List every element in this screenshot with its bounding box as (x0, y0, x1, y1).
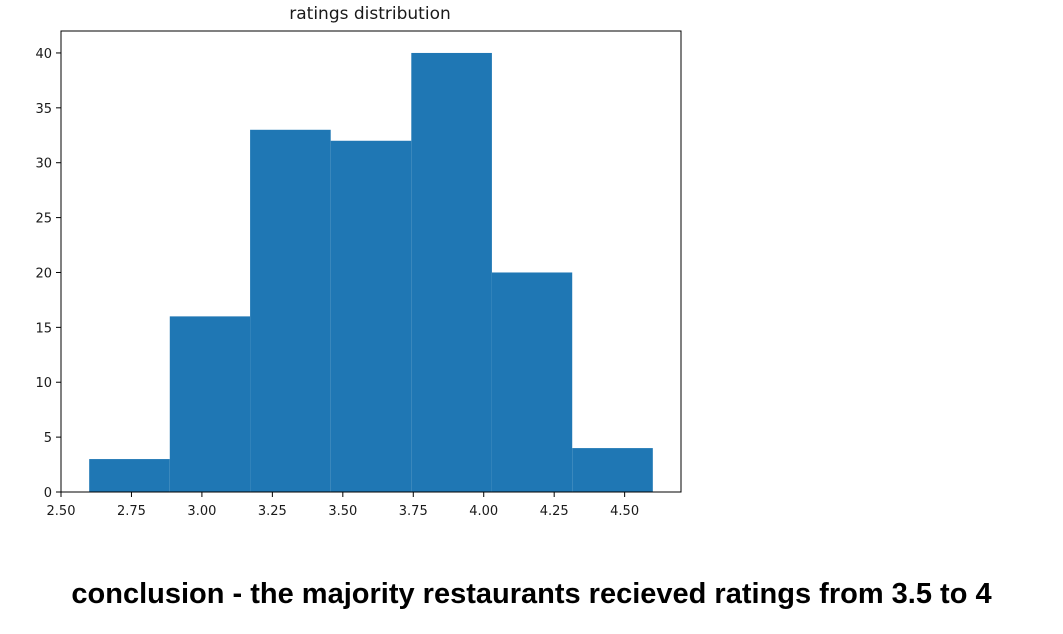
y-tick-label: 10 (35, 376, 52, 391)
y-tick-label: 35 (35, 102, 52, 117)
histogram-bar-7 (572, 448, 653, 492)
y-tick-label: 5 (44, 431, 52, 446)
chart-title: ratings distribution (289, 4, 451, 24)
x-tick-label: 2.75 (117, 504, 146, 519)
x-tick-label: 3.50 (328, 504, 357, 519)
histogram-bar-6 (491, 272, 573, 492)
histogram-bar-1 (89, 459, 170, 492)
conclusion-text: conclusion - the majority restaurants re… (71, 578, 992, 610)
x-tick-label: 2.50 (47, 504, 76, 519)
x-tick-label: 3.25 (258, 504, 287, 519)
histogram-bar-5 (411, 52, 492, 492)
x-tick-label: 3.75 (399, 504, 428, 519)
y-tick-label: 30 (35, 157, 52, 172)
x-tick-label: 4.00 (469, 504, 498, 519)
histogram-bar-4 (330, 140, 412, 492)
y-tick-label: 0 (44, 486, 52, 501)
y-tick-label: 40 (35, 47, 52, 62)
plot-frame (60, 30, 682, 493)
histogram-bar-3 (250, 129, 331, 493)
x-tick-label: 4.50 (610, 504, 639, 519)
y-tick-label: 15 (35, 321, 52, 336)
histogram-bar-2 (169, 316, 251, 492)
bars-layer (89, 52, 653, 493)
y-tick-label: 20 (35, 266, 52, 281)
x-tick-label: 3.00 (187, 504, 216, 519)
y-axis-ticks: 0 5 10 15 20 25 30 35 40 (35, 47, 61, 501)
y-tick-label: 25 (35, 212, 52, 227)
x-axis-ticks: 2.50 2.75 3.00 3.25 3.50 3.75 4.00 4.25 4.50 (47, 492, 639, 519)
histogram-chart: ratings distribution 2.50 2.75 3.00 3.25 3.5… (35, 4, 682, 519)
x-tick-label: 4.25 (540, 504, 569, 519)
